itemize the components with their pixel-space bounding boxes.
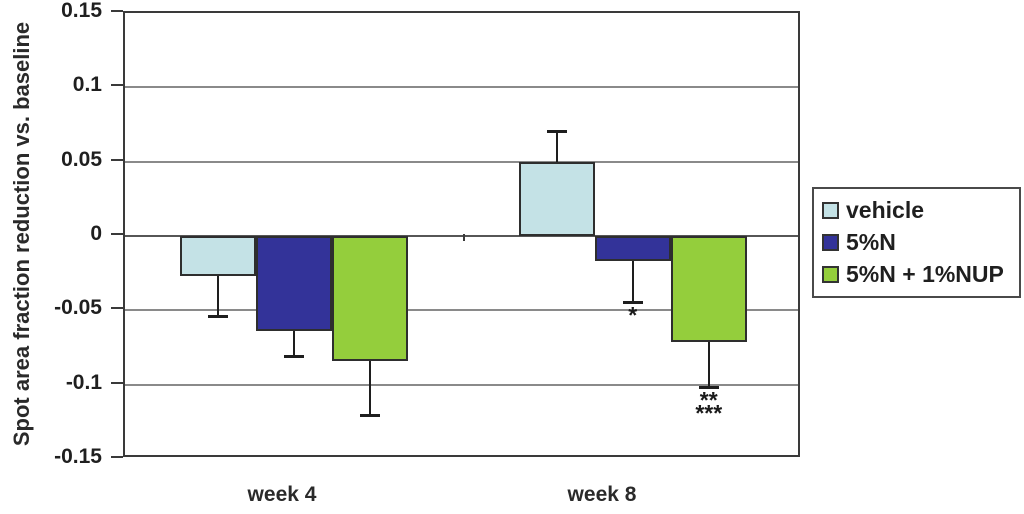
error-bar-cap-vehicle-week-8 — [546, 130, 567, 134]
gridline — [125, 160, 798, 163]
error-bar-vehicle-week-8 — [555, 131, 558, 162]
legend: vehicle 5%N 5%N + 1%NUP — [812, 187, 1021, 298]
legend-swatch-5-n-1-nup — [822, 265, 839, 283]
y-tick-label: -0.1 — [65, 370, 102, 394]
error-bar-cap-5-n-1-nup-week-8 — [698, 386, 719, 390]
error-bar-cap-5-n-week-8 — [622, 301, 643, 305]
legend-item-5-n: 5%N — [822, 229, 1011, 256]
legend-item-5-n-1-nup: 5%N + 1%NUP — [822, 261, 1011, 288]
bar-vehicle-week-4 — [180, 236, 257, 277]
legend-swatch-5-n — [822, 233, 839, 251]
significance-marker-5-n: * — [628, 301, 638, 328]
x-axis-label-week-8: week 8 — [567, 483, 637, 506]
bar-5-n-1-nup-week-4 — [332, 236, 409, 361]
error-bar-vehicle-week-4 — [217, 276, 220, 317]
bar-vehicle-week-8 — [518, 161, 595, 236]
y-tick-label: 0.1 — [72, 73, 102, 97]
error-bar-cap-5-n-1-nup-week-4 — [360, 414, 381, 418]
y-tick-label: 0.05 — [61, 147, 102, 171]
significance-stars: * — [628, 301, 638, 328]
y-tick-mark — [111, 456, 123, 458]
legend-label: vehicle — [846, 197, 924, 224]
legend-swatch-vehicle — [822, 202, 839, 220]
error-bar-5-n-1-nup-week-8 — [707, 341, 710, 388]
significance-marker-5-n-1-nup: ** *** — [695, 386, 723, 426]
legend-label: 5%N + 1%NUP — [846, 260, 1004, 287]
legend-label: 5%N — [846, 228, 896, 255]
gridline — [125, 86, 798, 89]
zero-gridline — [125, 235, 798, 237]
gridline — [125, 309, 798, 312]
error-bar-5-n-week-4 — [293, 331, 296, 357]
category-boundary-tick — [462, 234, 465, 241]
legend-item-vehicle: vehicle — [822, 197, 1011, 224]
error-bar-cap-vehicle-week-4 — [208, 314, 229, 318]
y-tick-mark — [111, 10, 123, 12]
significance-stars: *** — [695, 399, 723, 426]
plot-area: * ** *** — [123, 11, 800, 457]
y-tick-mark — [111, 381, 123, 384]
y-tick-mark — [111, 307, 123, 310]
gridline — [125, 383, 798, 386]
x-axis-label-week-4: week 4 — [247, 483, 317, 506]
y-tick-mark — [111, 158, 123, 161]
y-tick-mark — [111, 84, 123, 87]
bar-5-n-week-4 — [256, 236, 333, 332]
error-bar-cap-5-n-week-4 — [284, 354, 305, 358]
y-tick-label: -0.05 — [54, 296, 102, 320]
bar-5-n-week-8 — [594, 236, 671, 262]
error-bar-5-n-week-8 — [631, 261, 634, 303]
y-tick-label: -0.15 — [54, 445, 102, 468]
y-tick-mark — [111, 233, 123, 235]
y-tick-label: 0.15 — [61, 0, 102, 22]
bar-5-n-1-nup-week-8 — [670, 236, 747, 342]
y-tick-label: 0 — [90, 222, 102, 245]
error-bar-5-n-1-nup-week-4 — [369, 360, 372, 416]
significance-stars: ** — [699, 386, 718, 413]
